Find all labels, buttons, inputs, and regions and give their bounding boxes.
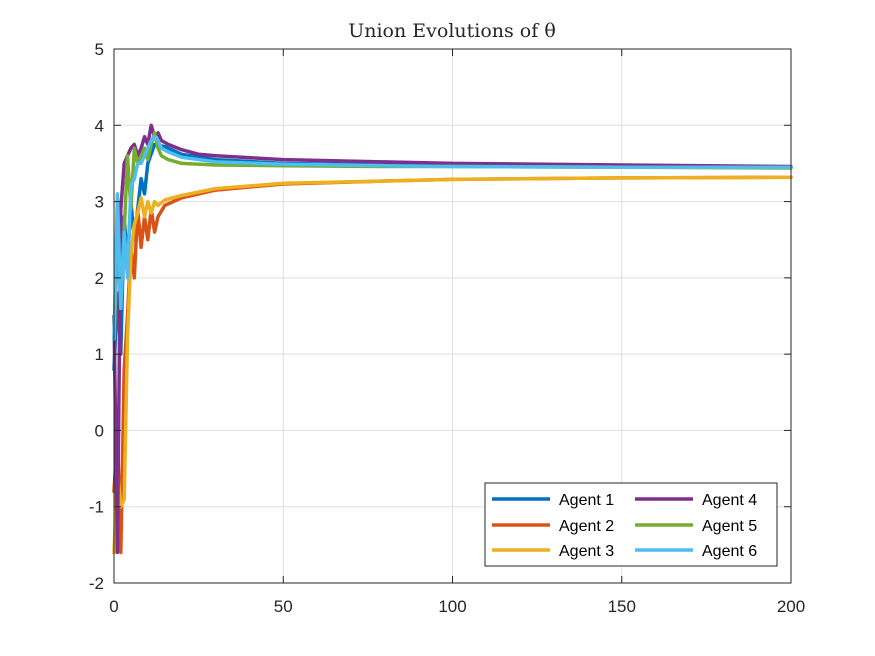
- legend: Agent 1 Agent 2 Agent 3 Agent 4 Agent 5 Agent…: [484, 482, 778, 567]
- x-tick-labels: 0 50 100 150 200: [109, 597, 805, 616]
- chart-title: Union Evolutions of θ: [348, 20, 556, 42]
- legend-label-agent-5: Agent 5: [702, 518, 757, 535]
- x-tick-label: 50: [274, 597, 293, 616]
- x-tick-label: 150: [608, 597, 636, 616]
- x-tick-label: 0: [109, 597, 118, 616]
- legend-label-agent-6: Agent 6: [702, 543, 757, 560]
- series-line-agent-6: [112, 134, 793, 341]
- data-series: [112, 123, 793, 555]
- tick-marks: [113, 48, 792, 584]
- y-tick-label: 2: [95, 269, 104, 288]
- legend-label-agent-1: Agent 1: [559, 492, 614, 509]
- y-tick-label: -2: [89, 574, 104, 593]
- y-tick-label: 1: [95, 345, 104, 364]
- y-tick-label: -1: [89, 498, 104, 517]
- x-tick-label: 100: [438, 597, 466, 616]
- legend-label-agent-3: Agent 3: [559, 543, 614, 560]
- y-tick-labels: -2 -1 0 1 2 3 4 5: [89, 40, 104, 593]
- y-tick-label: 5: [95, 40, 104, 59]
- legend-label-agent-4: Agent 4: [702, 492, 757, 509]
- y-tick-label: 4: [95, 116, 104, 135]
- y-tick-label: 0: [95, 421, 104, 440]
- series-line-agent-3: [112, 175, 793, 555]
- x-tick-label: 200: [777, 597, 805, 616]
- legend-label-agent-2: Agent 2: [559, 518, 614, 535]
- y-tick-label: 3: [95, 193, 104, 212]
